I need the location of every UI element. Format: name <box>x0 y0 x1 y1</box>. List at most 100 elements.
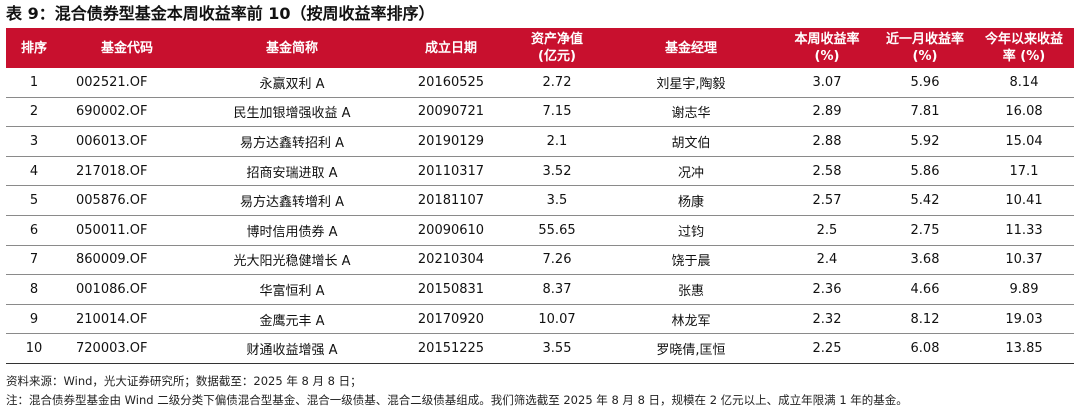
cell-month-return: 8.12 <box>876 304 974 335</box>
cell-name: 金鹰元丰 A <box>192 304 392 335</box>
cell-manager: 谢志华 <box>604 97 778 128</box>
cell-month-return: 3.68 <box>876 245 974 276</box>
cell-month-return: 5.42 <box>876 185 974 216</box>
cell-week-return: 3.07 <box>778 68 876 98</box>
header-rank[interactable]: 排序 <box>6 28 62 68</box>
cell-manager: 罗晓倩,匡恒 <box>604 333 778 364</box>
cell-nav: 3.55 <box>510 333 604 364</box>
cell-month-return: 5.86 <box>876 156 974 187</box>
table-row: 3 006013.OF 易方达鑫转招利 A 20190129 2.1 胡文伯 2.88 5.9… <box>6 126 1074 157</box>
table-row: 7 860009.OF 光大阳光稳健增长 A 20210304 7.26 饶于晨 2.4 3.… <box>6 245 1074 276</box>
table-body: 1 002521.OF 永赢双利 A 20160525 2.72 刘星宇,陶毅 3.07 5.… <box>6 68 1074 364</box>
cell-inception: 20090610 <box>392 215 510 246</box>
fund-ranking-table: 排序 基金代码 基金简称 成立日期 资产净值 (亿元) 基金经理 本周收益率 (%)… <box>6 28 1074 364</box>
table-title: 表 9：混合债券型基金本周收益率前 10（按周收益率排序） <box>6 4 435 23</box>
cell-inception: 20090721 <box>392 97 510 128</box>
cell-ytd-return: 10.37 <box>974 245 1074 276</box>
table-header-row: 排序 基金代码 基金简称 成立日期 资产净值 (亿元) 基金经理 本周收益率 (%)… <box>6 28 1074 68</box>
table-row: 6 050011.OF 博时信用债券 A 20090610 55.65 过钧 2.5 2.75… <box>6 215 1074 246</box>
footnote: 注：混合债券型基金由 Wind 二级分类下偏债混合型基金、混合一级债基、混合二级… <box>6 393 908 407</box>
cell-ytd-return: 13.85 <box>974 333 1074 364</box>
cell-ytd-return: 9.89 <box>974 274 1074 305</box>
table-row: 4 217018.OF 招商安瑞进取 A 20110317 3.52 况冲 2.58 5.86… <box>6 156 1074 187</box>
cell-inception: 20150831 <box>392 274 510 305</box>
header-month-return[interactable]: 近一月收益率 (%) <box>876 28 974 68</box>
header-nav[interactable]: 资产净值 (亿元) <box>510 28 604 68</box>
cell-nav: 3.5 <box>510 185 604 216</box>
cell-rank: 1 <box>6 68 62 98</box>
cell-manager: 胡文伯 <box>604 126 778 157</box>
cell-inception: 20190129 <box>392 126 510 157</box>
cell-code: 001086.OF <box>62 274 192 305</box>
header-manager[interactable]: 基金经理 <box>604 28 778 68</box>
cell-month-return: 5.92 <box>876 126 974 157</box>
cell-month-return: 5.96 <box>876 68 974 98</box>
cell-week-return: 2.25 <box>778 333 876 364</box>
cell-manager: 林龙军 <box>604 304 778 335</box>
cell-code: 720003.OF <box>62 333 192 364</box>
cell-code: 002521.OF <box>62 68 192 98</box>
cell-manager: 张惠 <box>604 274 778 305</box>
cell-name: 民生加银增强收益 A <box>192 97 392 128</box>
cell-nav: 3.52 <box>510 156 604 187</box>
cell-nav: 8.37 <box>510 274 604 305</box>
cell-week-return: 2.36 <box>778 274 876 305</box>
source-note: 资料来源：Wind，光大证券研究所；数据截至：2025 年 8 月 8 日； <box>6 374 362 388</box>
cell-inception: 20181107 <box>392 185 510 216</box>
cell-inception: 20151225 <box>392 333 510 364</box>
cell-week-return: 2.32 <box>778 304 876 335</box>
cell-manager: 刘星宇,陶毅 <box>604 68 778 98</box>
cell-code: 005876.OF <box>62 185 192 216</box>
table-row: 10 720003.OF 财通收益增强 A 20151225 3.55 罗晓倩,匡恒 2.2… <box>6 333 1074 364</box>
cell-nav: 2.72 <box>510 68 604 98</box>
cell-rank: 9 <box>6 304 62 335</box>
cell-code: 690002.OF <box>62 97 192 128</box>
cell-name: 光大阳光稳健增长 A <box>192 245 392 276</box>
cell-manager: 过钧 <box>604 215 778 246</box>
table-row: 1 002521.OF 永赢双利 A 20160525 2.72 刘星宇,陶毅 3.07 5.… <box>6 68 1074 98</box>
cell-code: 050011.OF <box>62 215 192 246</box>
cell-name: 永赢双利 A <box>192 68 392 98</box>
cell-nav: 7.26 <box>510 245 604 276</box>
notes-section: 资料来源：Wind，光大证券研究所；数据截至：2025 年 8 月 8 日； 注… <box>6 372 1074 410</box>
header-name[interactable]: 基金简称 <box>192 28 392 68</box>
cell-week-return: 2.58 <box>778 156 876 187</box>
cell-code: 217018.OF <box>62 156 192 187</box>
cell-inception: 20170920 <box>392 304 510 335</box>
cell-rank: 10 <box>6 333 62 364</box>
cell-ytd-return: 11.33 <box>974 215 1074 246</box>
cell-nav: 55.65 <box>510 215 604 246</box>
cell-rank: 4 <box>6 156 62 187</box>
header-code[interactable]: 基金代码 <box>62 28 192 68</box>
cell-inception: 20110317 <box>392 156 510 187</box>
cell-month-return: 4.66 <box>876 274 974 305</box>
cell-manager: 杨康 <box>604 185 778 216</box>
header-ytd-return[interactable]: 今年以来收益率 (%) <box>974 28 1074 68</box>
cell-rank: 2 <box>6 97 62 128</box>
cell-name: 华富恒利 A <box>192 274 392 305</box>
table-row: 8 001086.OF 华富恒利 A 20150831 8.37 张惠 2.36 4.66 9.… <box>6 274 1074 305</box>
cell-ytd-return: 17.1 <box>974 156 1074 187</box>
cell-name: 易方达鑫转招利 A <box>192 126 392 157</box>
cell-code: 006013.OF <box>62 126 192 157</box>
cell-week-return: 2.57 <box>778 185 876 216</box>
cell-rank: 6 <box>6 215 62 246</box>
cell-code: 860009.OF <box>62 245 192 276</box>
cell-week-return: 2.88 <box>778 126 876 157</box>
cell-week-return: 2.4 <box>778 245 876 276</box>
cell-inception: 20210304 <box>392 245 510 276</box>
cell-ytd-return: 16.08 <box>974 97 1074 128</box>
cell-month-return: 6.08 <box>876 333 974 364</box>
cell-week-return: 2.89 <box>778 97 876 128</box>
cell-rank: 5 <box>6 185 62 216</box>
cell-ytd-return: 19.03 <box>974 304 1074 335</box>
cell-rank: 3 <box>6 126 62 157</box>
cell-nav: 7.15 <box>510 97 604 128</box>
cell-nav: 10.07 <box>510 304 604 335</box>
header-week-return[interactable]: 本周收益率 (%) <box>778 28 876 68</box>
cell-name: 博时信用债券 A <box>192 215 392 246</box>
cell-ytd-return: 15.04 <box>974 126 1074 157</box>
cell-month-return: 7.81 <box>876 97 974 128</box>
cell-rank: 8 <box>6 274 62 305</box>
header-inception[interactable]: 成立日期 <box>392 28 510 68</box>
